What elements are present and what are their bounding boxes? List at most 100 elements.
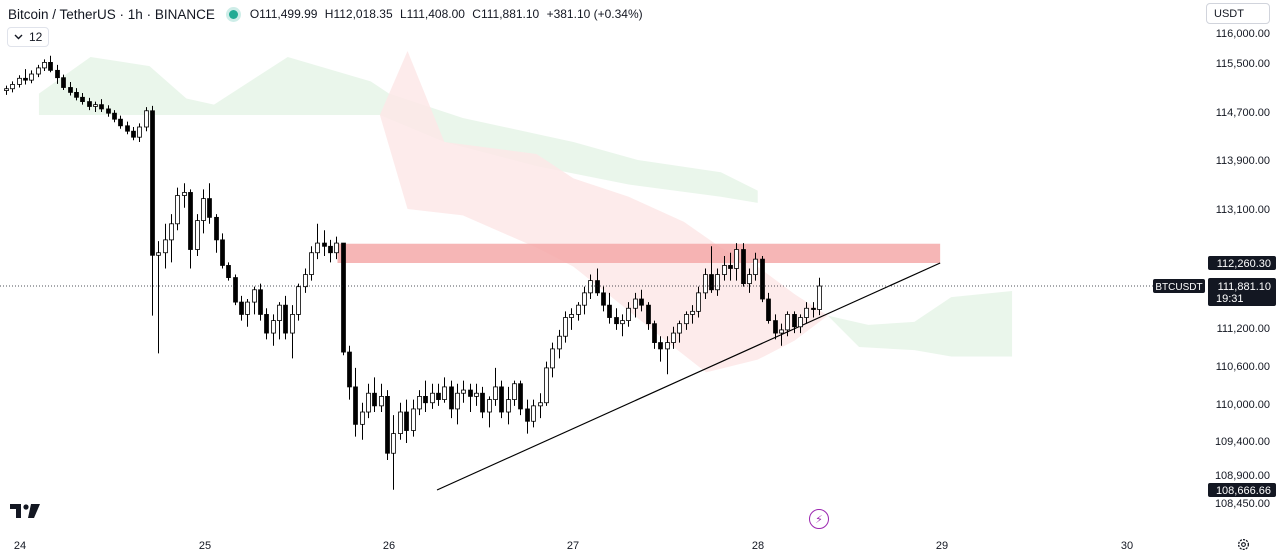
candle[interactable] — [195, 214, 200, 256]
candle[interactable] — [188, 189, 193, 269]
candle[interactable] — [296, 283, 301, 321]
indicators-toggle-button[interactable]: 12 — [7, 27, 50, 47]
candle[interactable] — [175, 187, 180, 231]
candle[interactable] — [334, 236, 339, 260]
candle[interactable] — [518, 380, 523, 416]
candle[interactable] — [48, 55, 53, 73]
candle[interactable] — [607, 292, 612, 324]
candle[interactable] — [703, 268, 708, 300]
candle[interactable] — [99, 99, 104, 112]
candle[interactable] — [690, 305, 695, 324]
candle[interactable] — [747, 268, 752, 293]
candle[interactable] — [461, 380, 466, 403]
candle[interactable] — [398, 402, 403, 440]
candle[interactable] — [366, 383, 371, 419]
candle[interactable] — [264, 308, 269, 340]
candle[interactable] — [671, 326, 676, 349]
candle[interactable] — [4, 85, 9, 95]
candle[interactable] — [531, 399, 536, 428]
candle[interactable] — [29, 70, 34, 84]
candle[interactable] — [442, 377, 447, 403]
candle[interactable] — [309, 246, 314, 281]
candle[interactable] — [182, 183, 187, 208]
candle[interactable] — [379, 383, 384, 413]
candle[interactable] — [430, 383, 435, 409]
candle[interactable] — [68, 81, 73, 96]
candle[interactable] — [207, 183, 212, 224]
candle[interactable] — [626, 302, 631, 327]
candle[interactable] — [753, 252, 758, 281]
candle[interactable] — [347, 345, 352, 400]
candle[interactable] — [766, 292, 771, 324]
candle[interactable] — [493, 367, 498, 406]
candle[interactable] — [455, 383, 460, 425]
candle[interactable] — [252, 286, 257, 315]
candle[interactable] — [93, 101, 98, 112]
candle[interactable] — [80, 93, 85, 105]
candle[interactable] — [595, 268, 600, 296]
candle[interactable] — [658, 336, 663, 362]
candle[interactable] — [468, 383, 473, 413]
candle[interactable] — [245, 299, 250, 327]
candle[interactable] — [277, 302, 282, 340]
ascending-trendline[interactable] — [436, 262, 941, 491]
candle[interactable] — [677, 320, 682, 343]
currency-select[interactable]: USDT — [1206, 3, 1270, 24]
candle[interactable] — [417, 390, 422, 416]
candle[interactable] — [773, 314, 778, 340]
candle[interactable] — [715, 268, 720, 296]
candle[interactable] — [10, 81, 15, 93]
candle[interactable] — [741, 243, 746, 287]
candle[interactable] — [646, 302, 651, 330]
candle[interactable] — [87, 97, 92, 111]
candle[interactable] — [214, 214, 219, 253]
candle[interactable] — [220, 233, 225, 269]
candle[interactable] — [125, 121, 130, 135]
candle[interactable] — [582, 286, 587, 315]
candle[interactable] — [652, 320, 657, 349]
candle[interactable] — [404, 399, 409, 444]
candle[interactable] — [411, 399, 416, 437]
candle[interactable] — [544, 361, 549, 406]
candle[interactable] — [760, 255, 765, 303]
candle[interactable] — [61, 74, 66, 90]
candle[interactable] — [131, 127, 136, 141]
candle[interactable] — [569, 308, 574, 330]
candle[interactable] — [722, 255, 727, 281]
candle[interactable] — [328, 239, 333, 263]
candle[interactable] — [512, 380, 517, 406]
candle[interactable] — [639, 289, 644, 312]
candle[interactable] — [779, 323, 784, 346]
candle[interactable] — [55, 64, 60, 84]
candle[interactable] — [137, 123, 142, 142]
candle[interactable] — [811, 302, 816, 318]
candle[interactable] — [506, 386, 511, 425]
candle[interactable] — [315, 223, 320, 260]
candle[interactable] — [798, 314, 803, 334]
candle[interactable] — [436, 383, 441, 406]
candle[interactable] — [372, 377, 377, 413]
candle[interactable] — [785, 311, 790, 337]
candle[interactable] — [614, 308, 619, 330]
candle[interactable] — [499, 380, 504, 419]
gear-icon[interactable] — [1236, 537, 1251, 552]
candle[interactable] — [588, 274, 593, 300]
candle[interactable] — [817, 277, 822, 316]
candle[interactable] — [391, 415, 396, 490]
candle[interactable] — [112, 110, 117, 123]
candle[interactable] — [17, 75, 22, 88]
resistance-zone[interactable] — [337, 243, 941, 263]
candle[interactable] — [341, 242, 346, 356]
candle[interactable] — [385, 390, 390, 461]
candle[interactable] — [601, 286, 606, 312]
candle[interactable] — [201, 189, 206, 234]
candle[interactable] — [353, 367, 358, 437]
candle[interactable] — [271, 314, 276, 346]
candle[interactable] — [728, 252, 733, 281]
candle[interactable] — [283, 295, 288, 340]
candle[interactable] — [156, 241, 161, 354]
candle[interactable] — [684, 311, 689, 330]
candle[interactable] — [74, 88, 79, 101]
candle[interactable] — [239, 295, 244, 321]
candle[interactable] — [557, 329, 562, 359]
